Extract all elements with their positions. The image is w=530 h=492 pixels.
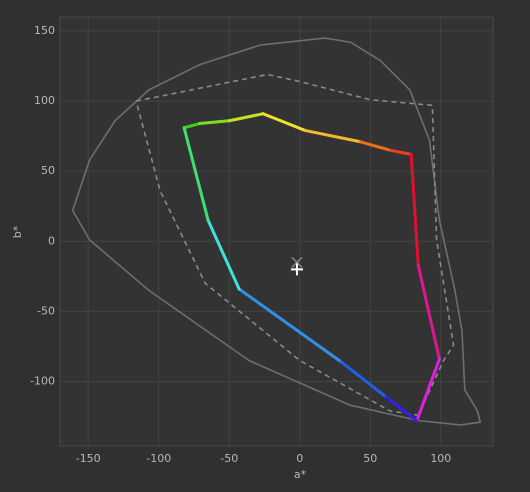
gamut-segment xyxy=(198,119,231,126)
x-tick-label: -50 xyxy=(220,452,238,465)
gamut-segment xyxy=(182,126,210,222)
y-tick-label: 100 xyxy=(34,94,55,107)
y-tick-label: 150 xyxy=(34,24,55,37)
y-tick-label: -100 xyxy=(30,375,55,388)
outer-gamut xyxy=(71,37,482,426)
y-tick-label: 50 xyxy=(41,164,55,177)
y-tick-label: 0 xyxy=(48,234,55,247)
gamut-segment xyxy=(409,152,420,267)
y-axis-label: b* xyxy=(11,225,24,238)
gamut-segment xyxy=(237,287,341,362)
marker-x xyxy=(291,256,303,268)
plot-area xyxy=(59,16,494,447)
marker-plus xyxy=(290,263,303,276)
gamut-segment xyxy=(261,112,307,133)
gamut-segment xyxy=(182,122,202,130)
x-tick-label: 50 xyxy=(363,452,377,465)
gamut-segment xyxy=(337,358,386,398)
x-tick-label: 100 xyxy=(430,452,451,465)
x-tick-label: -100 xyxy=(146,452,171,465)
gamut-segment xyxy=(415,357,441,423)
dashed-gamut xyxy=(135,73,455,416)
gamut-segment xyxy=(303,129,362,144)
x-axis-label: a* xyxy=(294,468,307,481)
gamut-segment xyxy=(382,394,419,423)
y-tick-label: -50 xyxy=(37,304,55,317)
gamut-segment xyxy=(206,218,241,291)
gamut-segment xyxy=(227,112,265,123)
gamut-segment xyxy=(416,263,441,361)
gamut-segment xyxy=(358,140,392,152)
x-tick-label: 0 xyxy=(296,452,303,465)
gamut-segment xyxy=(388,148,413,156)
x-tick-label: -150 xyxy=(76,452,101,465)
